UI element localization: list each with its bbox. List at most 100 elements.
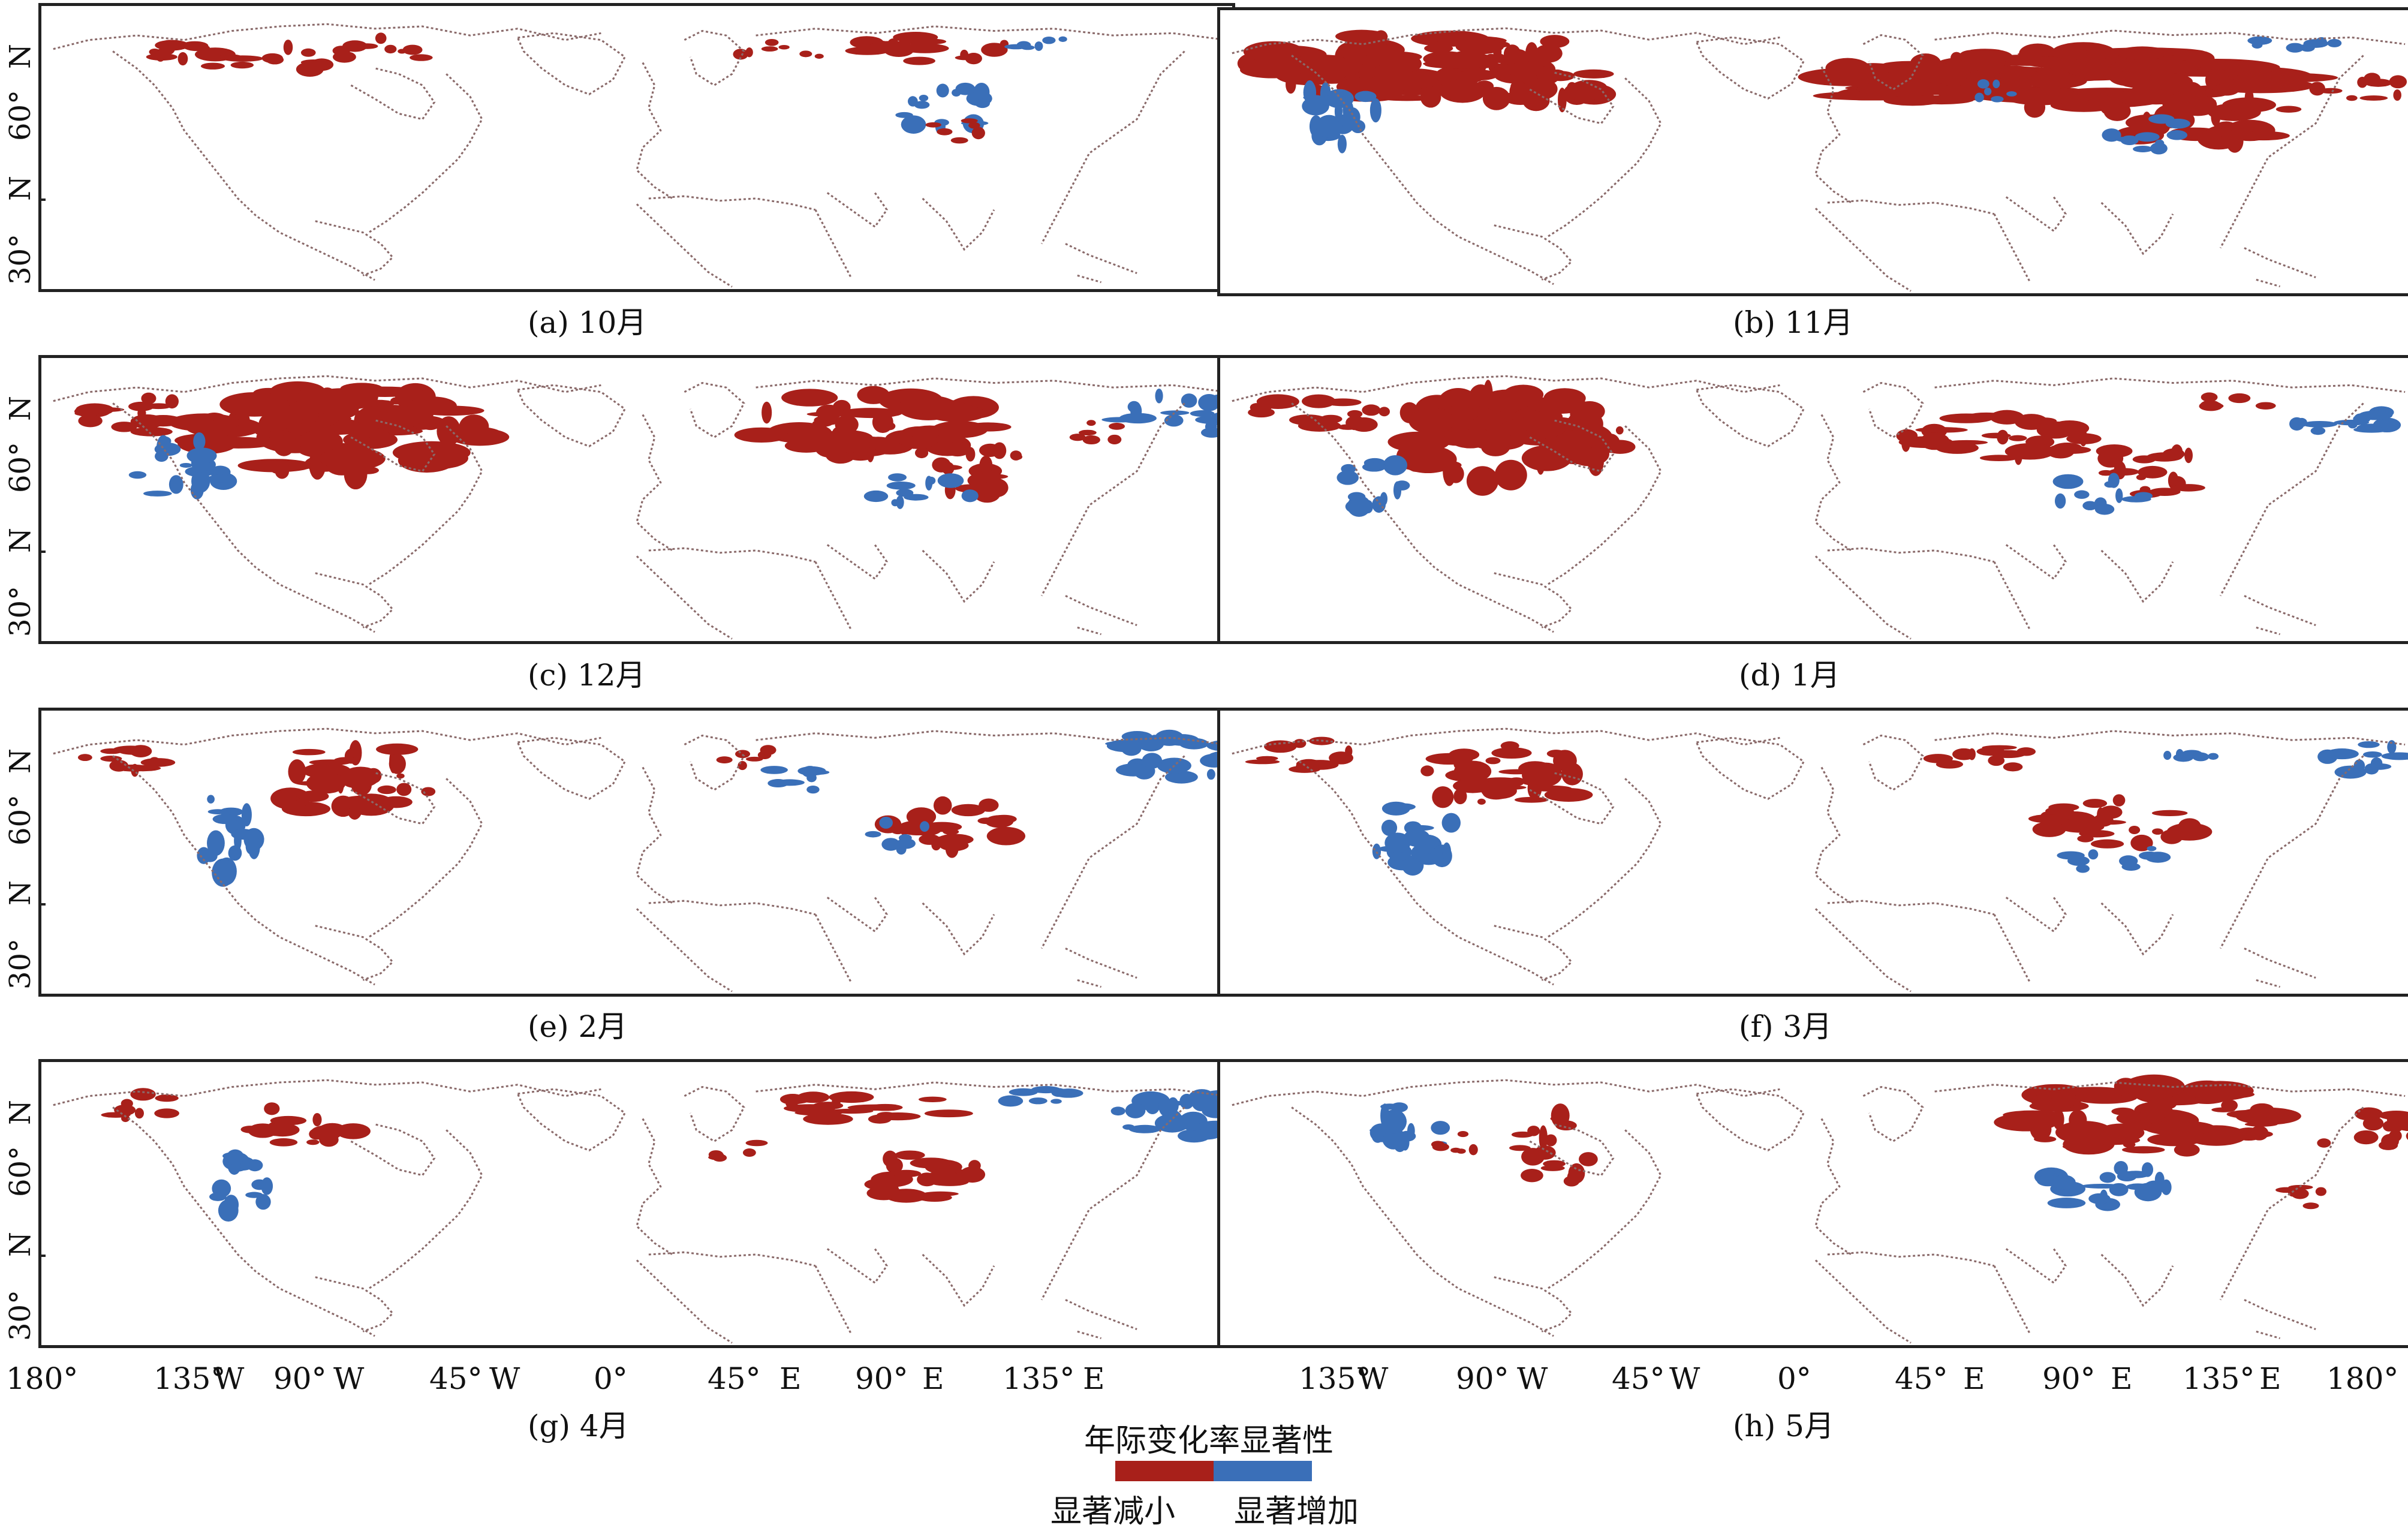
x-label-left-6: W — [489, 1361, 520, 1396]
increase-region-d-6 — [2289, 406, 2401, 435]
coastline-a-11 — [1040, 50, 1185, 245]
coastline-a-14 — [1065, 243, 1137, 284]
coastline-d-3 — [1547, 425, 1662, 585]
coastline-f-9 — [1814, 908, 2031, 992]
coastline-h-14 — [2244, 1299, 2316, 1340]
coastline-c-5 — [516, 384, 627, 447]
coastline-f-11 — [2219, 755, 2364, 949]
panel-caption-b: (b) 11月 — [1733, 305, 1853, 340]
coastline-h-12 — [2100, 1253, 2174, 1307]
coastline-d-7 — [1862, 381, 1924, 438]
map-panel-a — [38, 3, 1235, 292]
map-svg-d — [1232, 375, 2406, 640]
map-svg-f — [1232, 727, 2408, 992]
decrease-region-g-7 — [708, 1139, 768, 1162]
decrease-region-g-3 — [779, 1091, 973, 1125]
decrease-region-b-0 — [1237, 29, 1560, 108]
increase-region-a-5 — [1004, 36, 1067, 51]
coastline-c-2 — [350, 419, 436, 473]
increase-region-e-2 — [197, 795, 264, 887]
decrease-region-a-2 — [356, 32, 433, 61]
decrease-region-h-1 — [1509, 1103, 1598, 1187]
coastline-b-9 — [1814, 207, 2031, 292]
decrease-region-h-2 — [1431, 1130, 1478, 1156]
x-label-right-7: 45° — [1895, 1361, 1948, 1396]
coastline-d-11 — [2219, 402, 2364, 597]
y-label-n-mid-row2: N — [4, 880, 37, 906]
coastline-f-4 — [1494, 925, 1573, 981]
coastline-c-7 — [684, 381, 745, 438]
decrease-region-g-1 — [240, 1102, 371, 1147]
coastline-d-14 — [2244, 595, 2316, 636]
coastline-c-13 — [826, 544, 888, 580]
map-panel-b — [1217, 7, 2408, 296]
increase-region-d-5 — [2052, 473, 2153, 515]
y-label-n-top-row3: N — [4, 1100, 37, 1125]
coastline-a-9 — [636, 203, 852, 288]
coastline-e-13 — [826, 897, 888, 933]
coastline-b-14 — [2244, 247, 2316, 288]
coastline-g-13 — [826, 1248, 888, 1285]
coastline-b-10 — [1934, 29, 2406, 46]
coastline-b-8 — [1827, 199, 1995, 215]
x-label-right-8: E — [1963, 1361, 1985, 1396]
coastline-c-3 — [368, 425, 483, 585]
coastline-b-4 — [1494, 224, 1573, 281]
coastline-a-12 — [922, 197, 995, 251]
decrease-region-g-0 — [101, 1088, 179, 1123]
coastline-g-10 — [755, 1081, 1227, 1097]
coastline-a-0 — [53, 23, 601, 50]
y-label-lat30-row2: 30° — [4, 938, 37, 989]
x-label-left-9: E — [779, 1361, 802, 1396]
x-label-left-3: 90° — [273, 1361, 327, 1396]
decrease-region-c-3 — [734, 386, 1012, 464]
coastline-g-5 — [516, 1088, 627, 1151]
coastline-e-4 — [315, 925, 395, 981]
coastline-a-3 — [368, 73, 483, 233]
map-svg-h — [1232, 1074, 2408, 1344]
map-panel-h — [1217, 1059, 2408, 1348]
coastline-f-14 — [2244, 948, 2316, 988]
coastline-g-12 — [922, 1253, 995, 1307]
decrease-region-d-7 — [2199, 392, 2276, 411]
coastline-e-2 — [350, 772, 436, 825]
decrease-region-d-0 — [1248, 394, 1390, 432]
map-svg-c — [53, 375, 1232, 640]
coastline-e-11 — [1040, 755, 1185, 949]
x-label-left-13: E — [1083, 1361, 1105, 1396]
coastline-g-4 — [315, 1276, 395, 1333]
decrease-region-e-3 — [716, 745, 776, 771]
panel-caption-g: (g) 4月 — [528, 1409, 629, 1443]
coastline-a-8 — [648, 195, 816, 211]
panel-caption-e: (e) 2月 — [528, 1009, 628, 1044]
y-tick-row0 — [38, 198, 46, 201]
coastline-c-11 — [1040, 402, 1185, 597]
y-label-n-top-row2: N — [4, 748, 37, 774]
coastline-h-3 — [1547, 1129, 1662, 1289]
coastline-f-5 — [1695, 736, 1805, 800]
coastline-d-8 — [1827, 547, 1995, 563]
y-label-lat30-row1: 30° — [4, 585, 37, 637]
coastline-f-8 — [1827, 900, 1995, 916]
map-panel-e — [38, 708, 1235, 997]
map-panel-f — [1217, 708, 2408, 997]
increase-region-f-2 — [1372, 801, 1461, 876]
coastline-c-8 — [648, 547, 816, 563]
coastline-g-14 — [1065, 1299, 1137, 1340]
decrease-region-e-0 — [77, 745, 176, 777]
x-label-left-2: W — [213, 1361, 245, 1396]
y-tick-row2 — [38, 903, 46, 906]
legend-swatch-increase — [1214, 1461, 1312, 1481]
coastline-h-8 — [1827, 1251, 1995, 1267]
y-label-lat30-row3: 30° — [4, 1289, 37, 1341]
coastline-h-9 — [1814, 1259, 2031, 1344]
coastline-a-13 — [826, 192, 888, 228]
coastline-d-2 — [1529, 419, 1615, 473]
map-svg-b — [1232, 27, 2407, 292]
decrease-region-d-4 — [2096, 444, 2205, 498]
map-svg-a — [53, 23, 1227, 288]
coastline-b-3 — [1547, 77, 1662, 237]
coastline-e-1 — [112, 755, 375, 986]
coastline-h-5 — [1695, 1088, 1805, 1151]
coastline-e-5 — [516, 736, 627, 800]
